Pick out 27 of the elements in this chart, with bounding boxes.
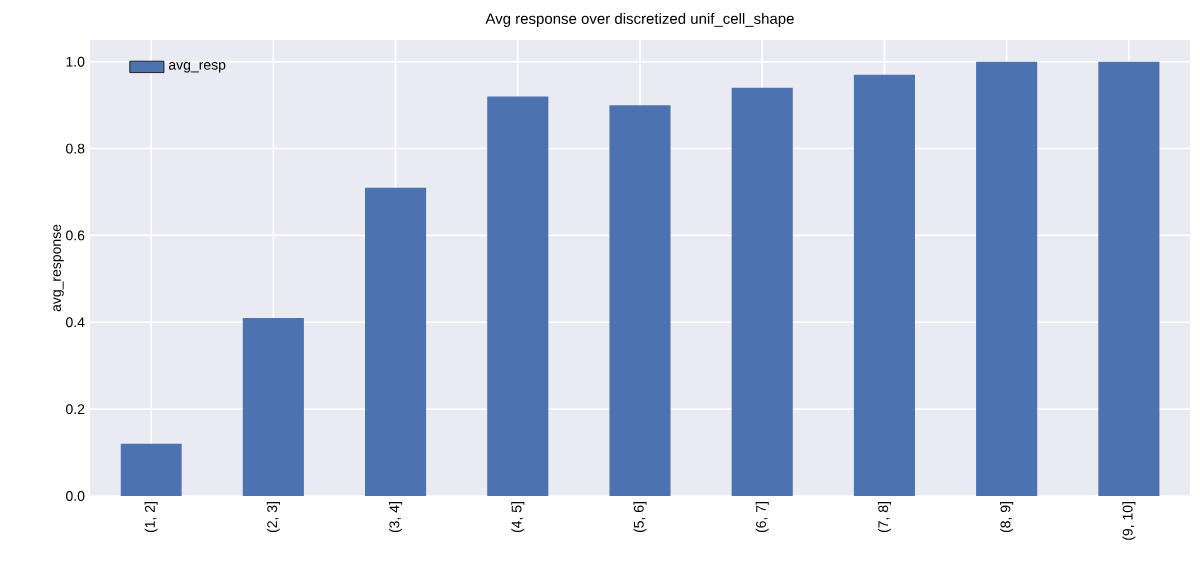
bar	[487, 96, 549, 496]
x-tick-label: (4, 5]	[511, 502, 525, 533]
chart-title: Avg response over discretized unif_cell_shape	[485, 12, 794, 27]
x-tick-label: (8, 9]	[1000, 502, 1014, 533]
x-tick-label: (2, 3]	[266, 502, 280, 533]
x-tick-label: (5, 6]	[633, 502, 647, 533]
y-tick-label: 0.4	[66, 317, 85, 328]
x-tick-label: (1, 2]	[144, 502, 158, 533]
y-tick-label: 0.2	[66, 404, 85, 415]
x-tick-label: (7, 8]	[877, 502, 891, 533]
x-tick-label: (3, 4]	[389, 502, 403, 533]
y-tick-label: 0.6	[66, 230, 85, 241]
bar	[976, 61, 1038, 496]
x-tick-label: (6, 7]	[755, 502, 769, 533]
y-tick-label: 0.0	[66, 491, 85, 501]
bar	[731, 87, 793, 496]
x-tick-label: (9, 10]	[1122, 502, 1136, 540]
bar	[242, 317, 304, 496]
bar	[120, 443, 182, 496]
bar	[1098, 61, 1160, 496]
bar	[853, 74, 915, 496]
legend-label: avg_resp	[168, 62, 226, 73]
y-tick-label: 0.8	[66, 143, 85, 154]
y-tick-label: 1.0	[66, 56, 85, 67]
y-axis-title: avg_response	[53, 224, 64, 312]
bar	[365, 187, 427, 496]
bar	[609, 105, 671, 496]
